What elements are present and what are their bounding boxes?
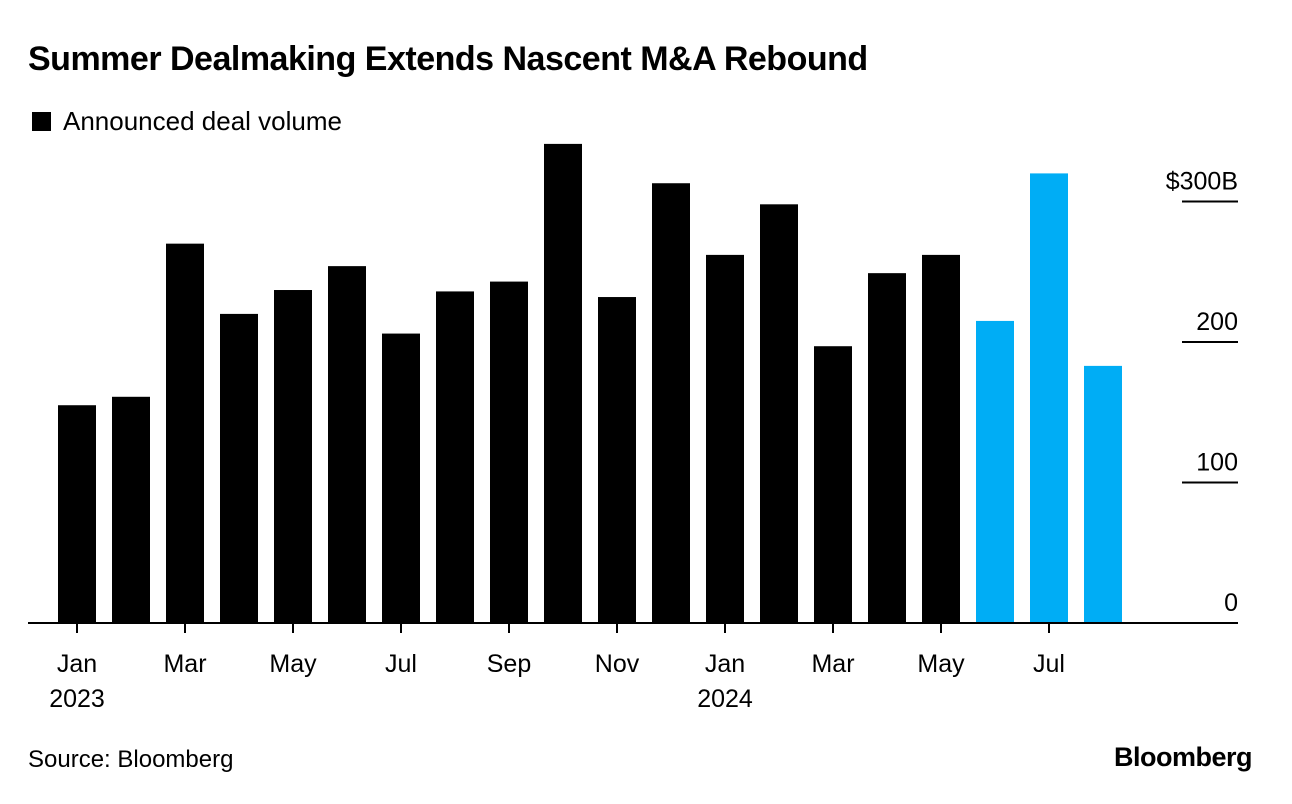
bar-dec-2023 bbox=[652, 183, 690, 624]
bloomberg-logo: Bloomberg bbox=[1113, 742, 1253, 772]
bar-jul-2023 bbox=[382, 333, 420, 623]
y-axis: 0 100 200 $300B bbox=[1166, 168, 1238, 617]
legend-label: Announced deal volume bbox=[63, 106, 342, 136]
x-axis: Jan 2023 Mar May Jul Sep Nov Jan 2024 Mar May Jul bbox=[28, 622, 1238, 713]
x-tick-label: Jul bbox=[1033, 650, 1065, 678]
bar-apr-2023 bbox=[220, 313, 258, 623]
bar-mar-2023 bbox=[166, 243, 204, 623]
y-tick-label: $300B bbox=[1166, 168, 1238, 196]
y-tick-label: 100 bbox=[1196, 449, 1238, 477]
bar-feb-2024 bbox=[760, 204, 798, 623]
chart-title: Summer Dealmaking Extends Nascent M&A Re… bbox=[28, 40, 868, 78]
bar-aug-2024 bbox=[1084, 365, 1122, 623]
x-tick-label: Jul bbox=[385, 650, 417, 678]
bar-feb-2023 bbox=[112, 396, 150, 623]
x-tick-label: Sep bbox=[487, 650, 531, 678]
x-tick-label: Mar bbox=[163, 650, 206, 678]
bar-aug-2023 bbox=[436, 291, 474, 623]
bar-jun-2024 bbox=[976, 320, 1014, 623]
bar-may-2023 bbox=[274, 290, 312, 623]
y-tick-label: 0 bbox=[1224, 589, 1238, 617]
bar-jul-2024 bbox=[1030, 173, 1068, 623]
x-tick-label: Nov bbox=[595, 650, 640, 678]
bar-nov-2023 bbox=[598, 297, 636, 623]
bar-may-2024 bbox=[922, 254, 960, 623]
x-tick-label: Jan bbox=[705, 650, 745, 678]
bar-mar-2024 bbox=[814, 346, 852, 623]
y-tick-label: 200 bbox=[1196, 308, 1238, 336]
bars-group bbox=[58, 143, 1122, 624]
x-tick-label: Jan bbox=[57, 650, 97, 678]
x-tick-label: May bbox=[917, 650, 965, 678]
x-tick-label: Mar bbox=[811, 650, 854, 678]
x-tick-label: May bbox=[269, 650, 317, 678]
x-tick-year-label: 2024 bbox=[697, 685, 753, 713]
source-note: Source: Bloomberg bbox=[28, 746, 234, 773]
x-tick-year-label: 2023 bbox=[49, 685, 105, 713]
bar-jan-2024 bbox=[706, 254, 744, 623]
legend-swatch bbox=[32, 112, 51, 131]
bar-jan-2023 bbox=[58, 405, 96, 623]
bar-oct-2023 bbox=[544, 143, 582, 623]
bar-sep-2023 bbox=[490, 281, 528, 623]
legend: Announced deal volume bbox=[32, 106, 342, 137]
bar-jun-2023 bbox=[328, 266, 366, 623]
bar-apr-2024 bbox=[868, 273, 906, 623]
